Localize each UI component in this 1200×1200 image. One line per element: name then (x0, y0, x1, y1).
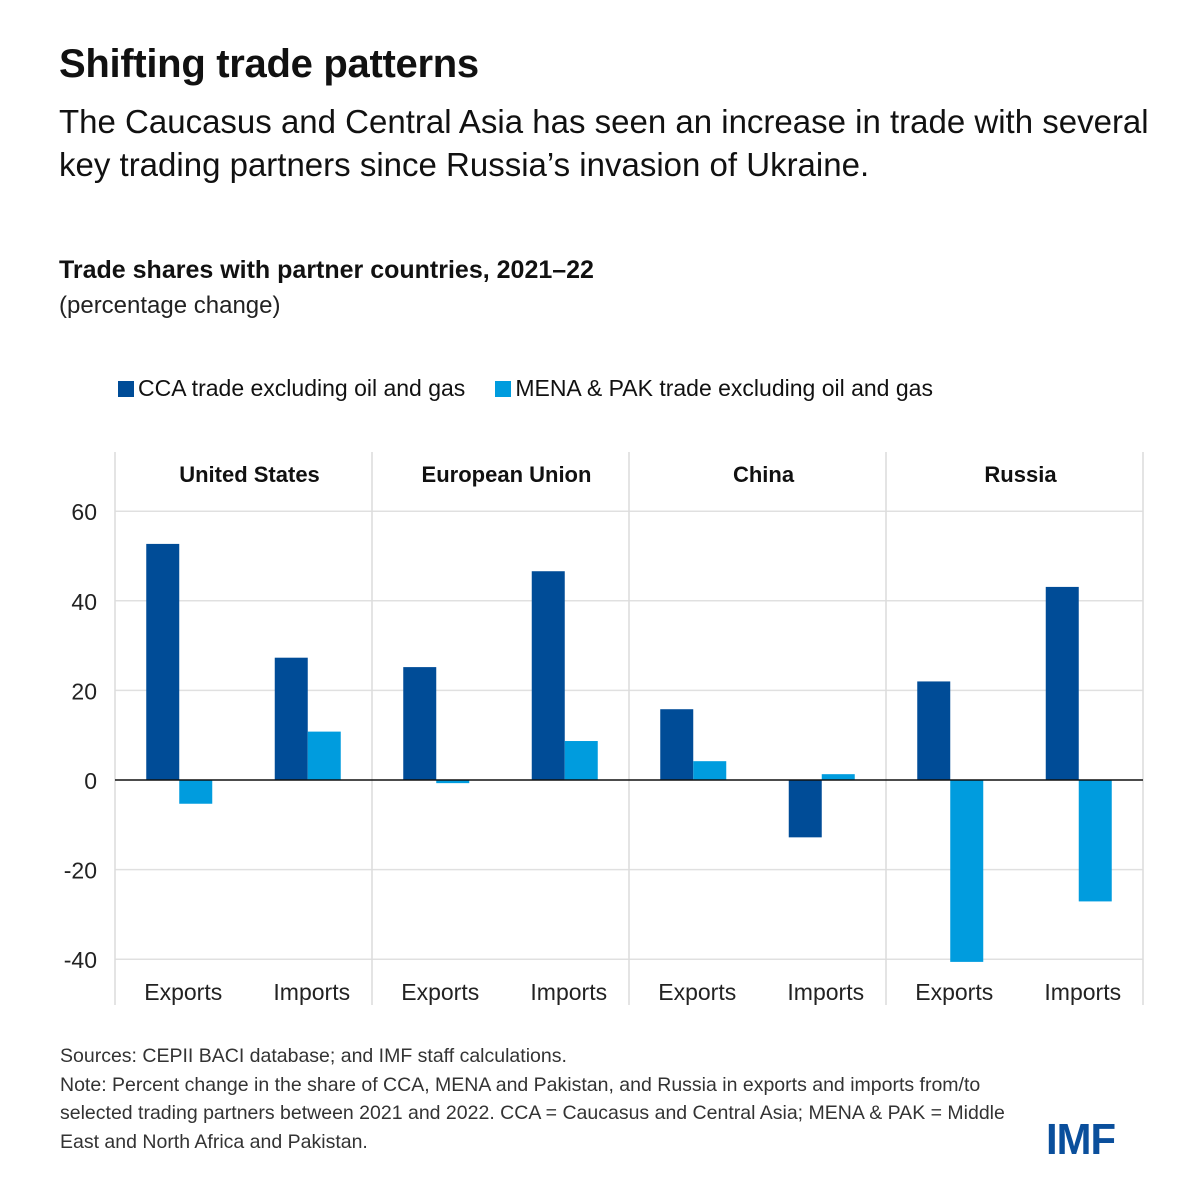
bar-cca (531, 571, 565, 780)
panel-title: United States (179, 462, 320, 487)
bar-cca (788, 780, 822, 838)
x-tick-label: Imports (1044, 979, 1121, 1005)
x-tick-label: Exports (401, 979, 479, 1005)
y-tick-label: -20 (64, 858, 97, 884)
footer: Sources: CEPII BACI database; and IMF st… (60, 1042, 1020, 1156)
sources-note: Sources: CEPII BACI database; and IMF st… (60, 1045, 567, 1067)
legend-label-mena-pak: MENA & PAK trade excluding oil and gas (515, 375, 933, 401)
chart-title: Trade shares with partner countries, 202… (59, 256, 594, 284)
bar-mena-pak (179, 780, 213, 804)
x-tick-label: Imports (273, 979, 350, 1005)
bar-cca (274, 657, 308, 780)
y-tick-label: 0 (84, 768, 97, 794)
bar-mena-pak (950, 780, 984, 962)
page-subtitle: The Caucasus and Central Asia has seen a… (59, 103, 1149, 183)
panel-title: Russia (984, 462, 1057, 487)
bar-cca (146, 543, 180, 780)
y-tick-label: 20 (71, 678, 97, 704)
bar-cca (917, 681, 951, 780)
legend-label-cca: CCA trade excluding oil and gas (138, 375, 466, 401)
bar-mena-pak (821, 774, 855, 780)
chart-subtitle: (percentage change) (59, 292, 281, 319)
bars (146, 543, 1112, 962)
legend-item-mena-pak: MENA & PAK trade excluding oil and gas (495, 375, 933, 402)
bar-cca (660, 709, 694, 780)
y-tick-labels: 60 40 20 0 -20 -40 (64, 499, 97, 973)
x-tick-label: Exports (915, 979, 993, 1005)
x-tick-label: Imports (530, 979, 607, 1005)
page-title: Shifting trade patterns (59, 42, 479, 86)
panel-dividers (114, 452, 1144, 1005)
x-tick-label: Imports (787, 979, 864, 1005)
panel-title: China (733, 462, 795, 487)
x-tick-label: Exports (658, 979, 736, 1005)
legend: CCA trade excluding oil and gas MENA & P… (118, 375, 933, 402)
bar-mena-pak (1078, 780, 1112, 902)
panel-titles: United States European Union China Russia (179, 462, 1057, 487)
y-tick-label: 60 (71, 499, 97, 525)
bar-cca (1045, 586, 1079, 780)
legend-item-cca: CCA trade excluding oil and gas (118, 375, 465, 402)
panel-title: European Union (422, 462, 592, 487)
bar-mena-pak (436, 780, 470, 784)
y-tick-label: -40 (64, 947, 97, 973)
x-tick-labels: Exports Imports Exports Imports Exports Impor… (144, 979, 1121, 1005)
imf-logo: IMF (1046, 1115, 1116, 1164)
bar-mena-pak (693, 761, 727, 780)
footnote: Note: Percent change in the share of CCA… (60, 1073, 1005, 1153)
legend-swatch-cca (118, 380, 134, 397)
bar-mena-pak (564, 741, 598, 780)
bar-mena-pak (307, 731, 341, 780)
y-tick-label: 40 (71, 589, 97, 615)
legend-swatch-mena-pak (495, 380, 512, 397)
bar-cca (403, 667, 437, 780)
x-tick-label: Exports (144, 979, 222, 1005)
